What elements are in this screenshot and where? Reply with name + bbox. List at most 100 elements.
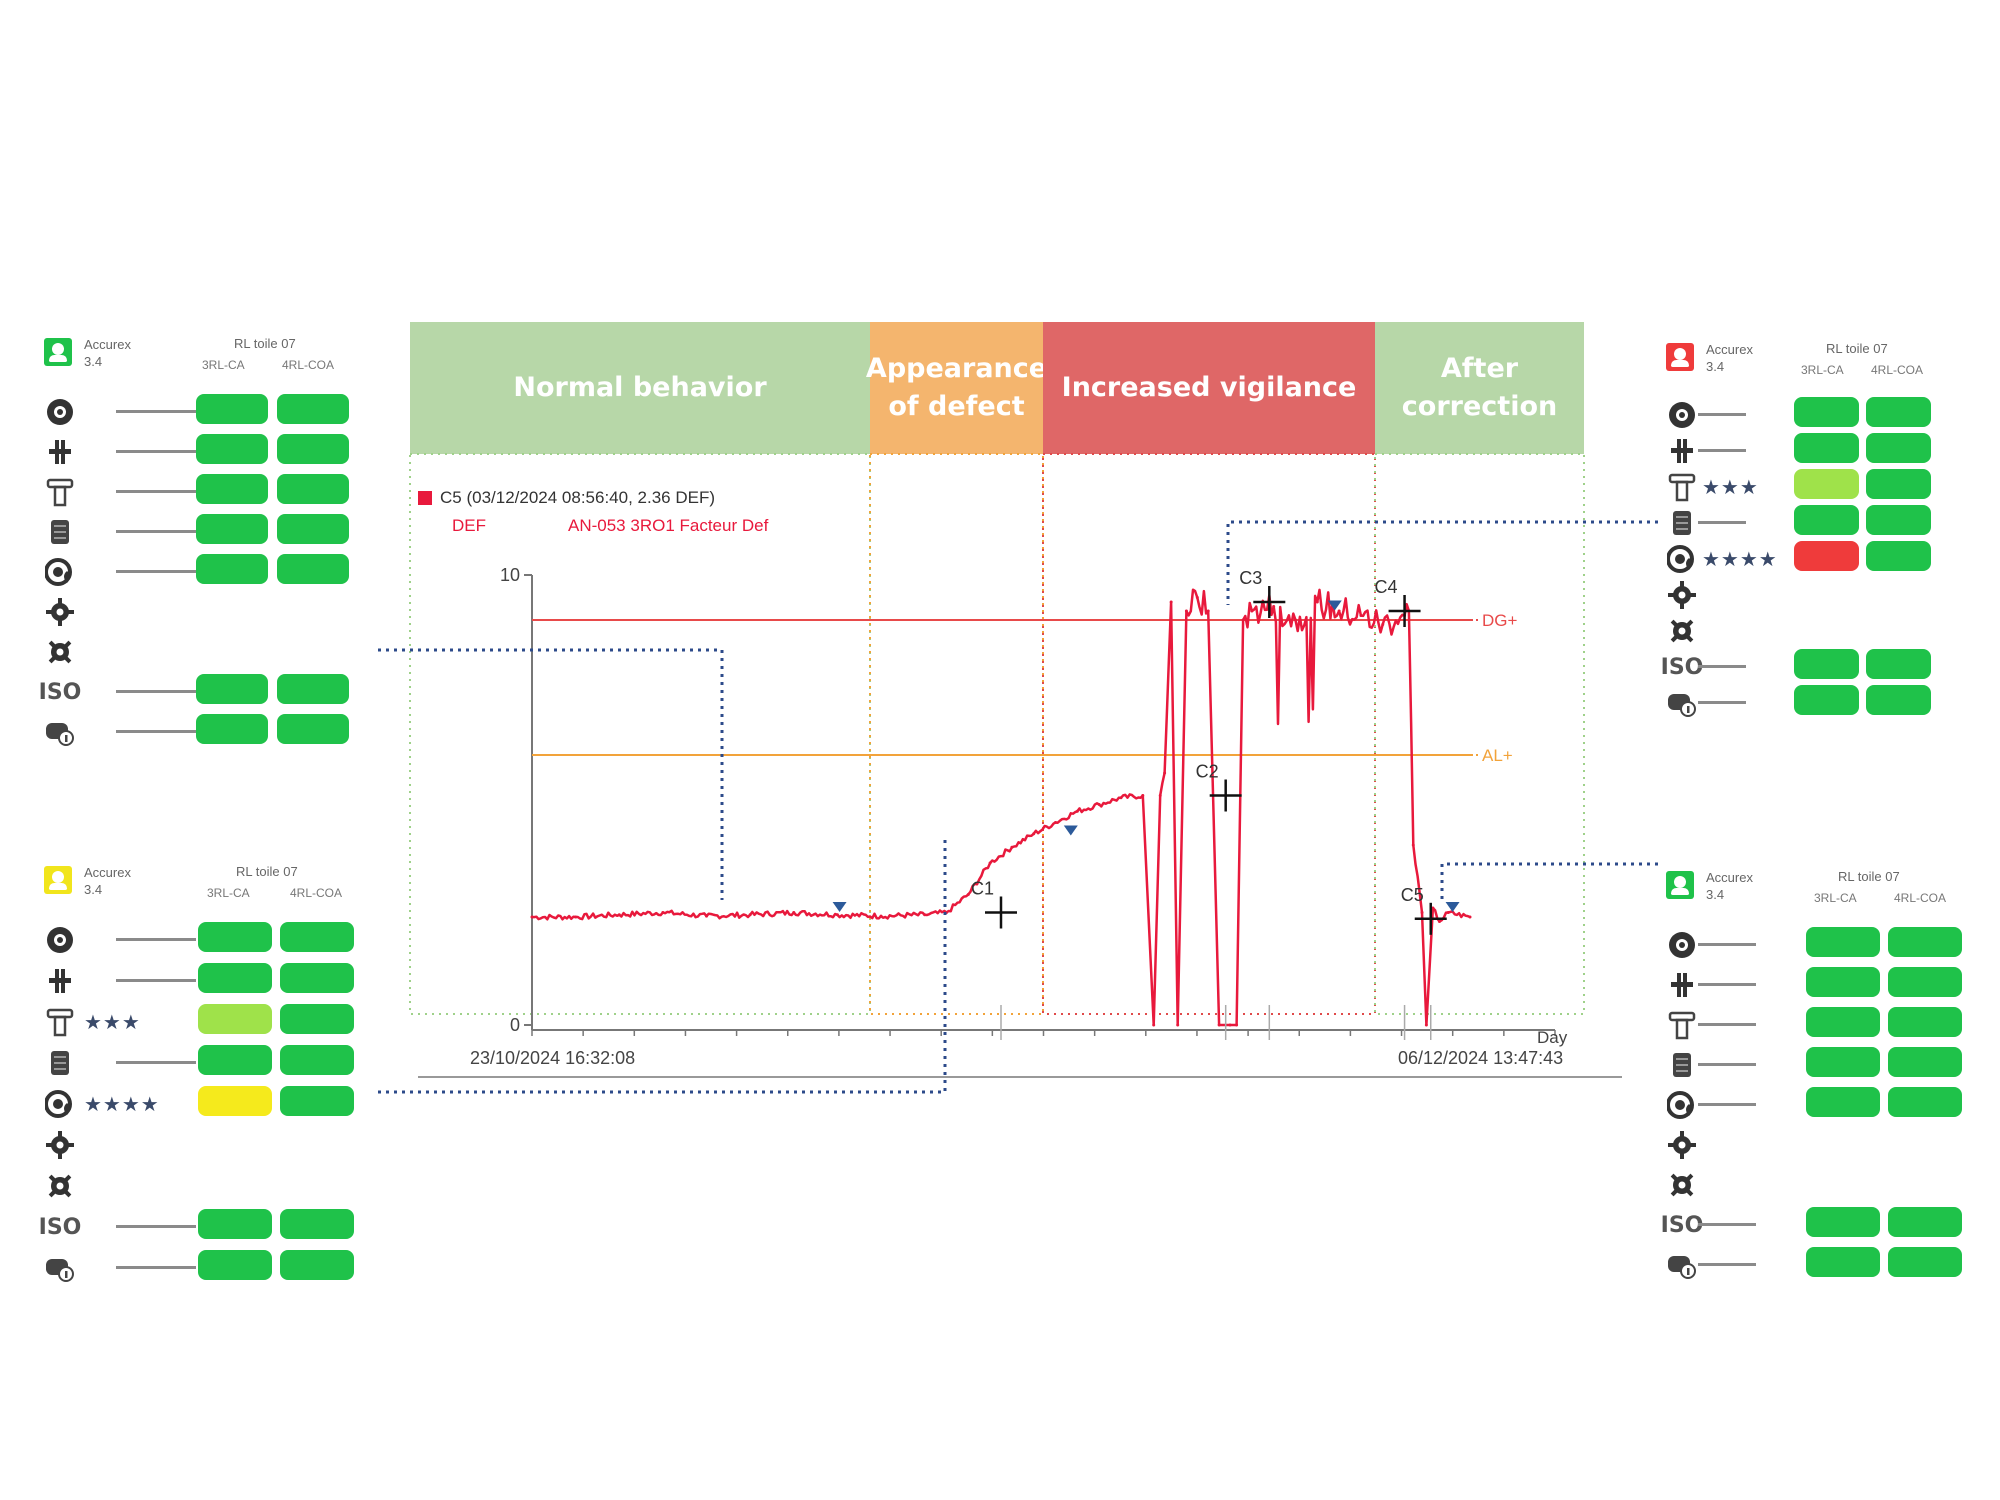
- series-point: [1241, 618, 1245, 622]
- cursor-label: C2: [1196, 762, 1219, 782]
- event-markers: [832, 600, 1460, 912]
- status-panel-bottom-right: Accurex 3.4 RL toile 07 3RL-CA 4RL-COA ISO: [1661, 869, 1986, 1331]
- row-dash: [116, 690, 196, 693]
- device-version: 3.4: [84, 354, 103, 369]
- status-cell: [1794, 433, 1859, 463]
- panel-row: [44, 1168, 364, 1200]
- iso-icon: ISO: [39, 1213, 82, 1241]
- row-dash: [116, 1225, 196, 1228]
- bearing-icon: [1666, 1091, 1698, 1119]
- iso-icon: ISO: [1661, 1211, 1704, 1239]
- legend-title: C5 (03/12/2024 08:56:40, 2.36 DEF): [440, 488, 715, 507]
- series-point: [1420, 911, 1424, 914]
- panel-row: [44, 474, 364, 507]
- status-cell: [1888, 1007, 1962, 1037]
- series-point: [1337, 609, 1341, 613]
- phase-appearance-of-defect: Appearance of defect: [866, 322, 1047, 454]
- series-point: [1315, 600, 1319, 604]
- series-point: [1158, 794, 1162, 797]
- row-dash: [116, 730, 196, 733]
- severity-stars: ★★★: [1702, 477, 1759, 499]
- bolt-icon: [44, 478, 76, 507]
- zone-border-defect: [869, 453, 1044, 1015]
- panel-row: [1666, 1087, 1986, 1119]
- row-dash: [1698, 943, 1756, 946]
- coupling-icon: [44, 438, 76, 466]
- status-cell: [196, 434, 268, 464]
- status-cell: [1888, 1047, 1962, 1077]
- device-model: Accurex: [84, 337, 131, 352]
- series-point: [1032, 832, 1036, 836]
- x-unit-label: Day: [1537, 1028, 1568, 1047]
- status-cell: [196, 554, 268, 584]
- status-cell: [1806, 1207, 1880, 1237]
- row-dash: [116, 1061, 196, 1064]
- panel-column-header: 4RL-COA: [1871, 363, 1924, 377]
- series-point: [1424, 1023, 1428, 1027]
- bolt-icon: [1666, 473, 1698, 502]
- status-cell: [198, 1045, 272, 1075]
- series-point: [1359, 614, 1363, 617]
- reference-lines: DG+ AL+: [532, 611, 1518, 765]
- panel-row: ISO: [1661, 649, 1986, 681]
- status-cell: [1806, 967, 1880, 997]
- target-icon: [44, 398, 76, 426]
- event-marker: [1327, 600, 1342, 611]
- status-cell: [1794, 505, 1859, 535]
- row-dash: [1698, 413, 1746, 416]
- legend-series-name: AN-053 3RO1 Facteur Def: [568, 516, 769, 535]
- series-point: [1141, 794, 1145, 797]
- status-panel-top-left: Accurex 3.4 RL toile 07 3RL-CA 4RL-COA ISO: [39, 336, 364, 798]
- panel-row: [44, 1250, 364, 1282]
- panel-row: [1666, 613, 1986, 645]
- status-cell: [277, 674, 349, 704]
- row-dash: [1698, 983, 1756, 986]
- status-cell: [277, 434, 349, 464]
- panel-title: RL toile 07: [236, 864, 298, 879]
- status-cell: [196, 394, 268, 424]
- panel-row: [1666, 1167, 1986, 1199]
- panel-row: [1666, 397, 1986, 429]
- y-tick-label: 0: [510, 1015, 520, 1035]
- status-cell: [277, 554, 349, 584]
- status-cell: [1794, 541, 1859, 571]
- phase-increased-vigilance: Increased vigilance: [1043, 322, 1375, 454]
- series-point: [1468, 915, 1472, 919]
- row-dash: [1698, 1023, 1756, 1026]
- panel-row: ISO: [39, 1209, 364, 1241]
- panel-row: [1666, 577, 1986, 609]
- row-dash: [1698, 1223, 1756, 1226]
- status-cell: [198, 1086, 272, 1116]
- device-status-icon: [44, 866, 72, 894]
- connector-bottom-left: [378, 838, 947, 1094]
- panel-title: RL toile 07: [234, 336, 296, 351]
- series-layer: [530, 588, 1472, 1027]
- status-cell: [1794, 685, 1859, 715]
- connector-lines: [378, 520, 1658, 1094]
- panel-row: [44, 594, 364, 626]
- panel-row: [1666, 1247, 1986, 1279]
- target-icon: [1666, 931, 1698, 959]
- iso-label: ISO: [1660, 1212, 1704, 1238]
- shaft-icon: [44, 1049, 76, 1077]
- row-dash: [116, 570, 196, 573]
- row-dash: [1698, 1103, 1756, 1106]
- panel-column-header: 4RL-COA: [1894, 891, 1947, 905]
- panel-column-header: 3RL-CA: [207, 886, 250, 900]
- device-version: 3.4: [1706, 887, 1725, 902]
- row-dash: [116, 979, 196, 982]
- phase-after-correction: After correction: [1375, 322, 1584, 454]
- row-dash: [1698, 1263, 1756, 1266]
- status-cell: [198, 922, 272, 952]
- status-cell: [1806, 927, 1880, 957]
- series-point: [1097, 803, 1101, 806]
- series-point: [1228, 1023, 1232, 1027]
- motor-info-icon: [1666, 689, 1698, 717]
- series-point: [1184, 609, 1188, 613]
- legend-swatch: [418, 491, 432, 505]
- panel-column-header: 3RL-CA: [202, 358, 245, 372]
- panel-row: [1666, 1007, 1986, 1040]
- status-cell: [1806, 1007, 1880, 1037]
- panel-row: ★★★★: [44, 1086, 364, 1118]
